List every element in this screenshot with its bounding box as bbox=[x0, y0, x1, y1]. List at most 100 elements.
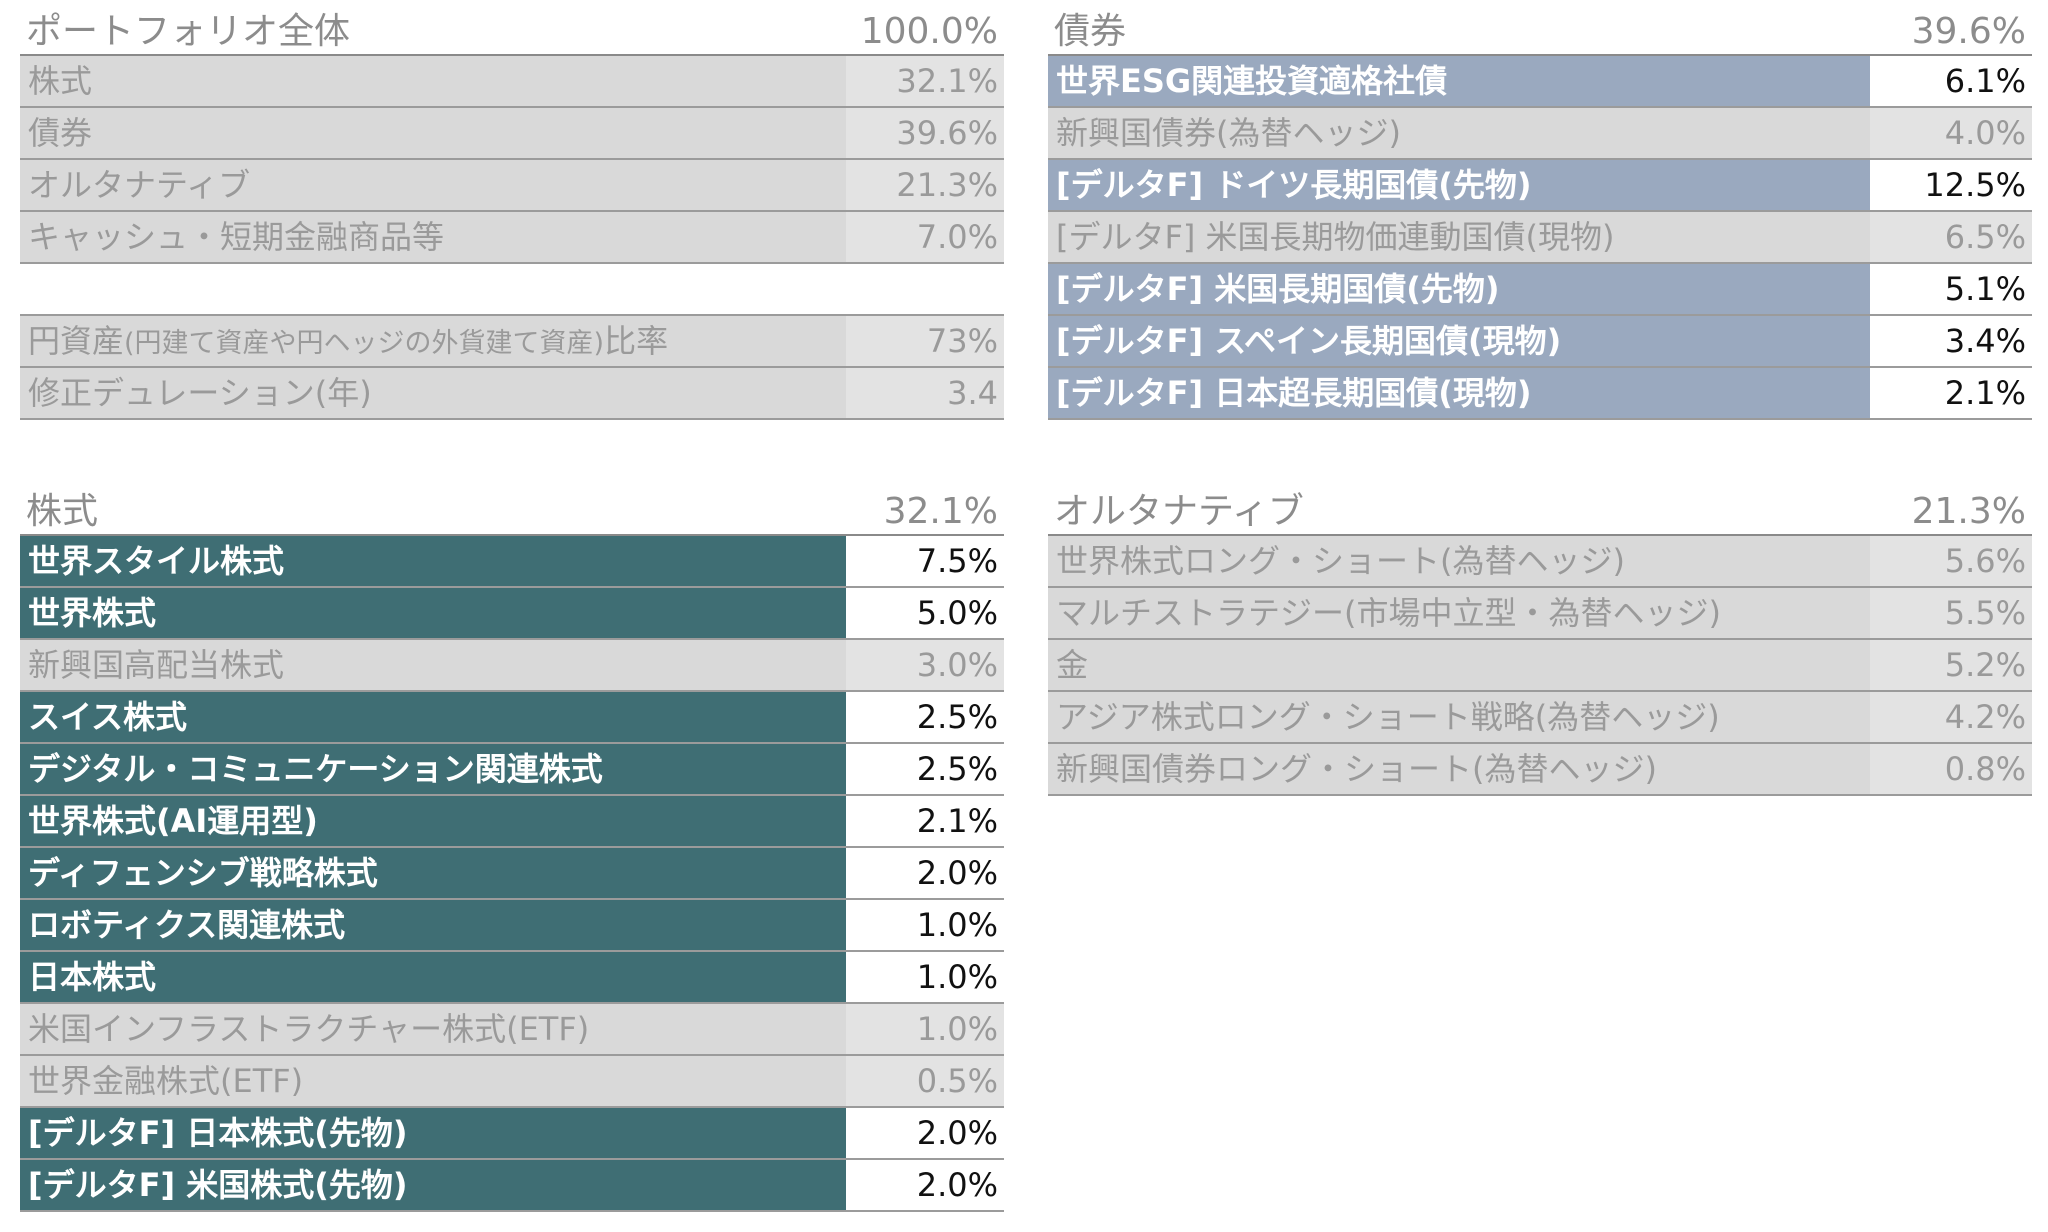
row-value: 6.1% bbox=[1870, 56, 2032, 106]
equities-row: 米国インフラストラクチャー株式(ETF) 1.0% bbox=[20, 1004, 1004, 1056]
portfolio-row: 債券 39.6% bbox=[20, 108, 1004, 160]
row-label: [デルタF] 日本超長期国債(現物) bbox=[1048, 368, 1870, 418]
row-label: ロボティクス関連株式 bbox=[20, 900, 846, 950]
row-value: 2.1% bbox=[846, 796, 1004, 846]
row-label: [デルタF] 米国長期国債(先物) bbox=[1048, 264, 1870, 314]
equities-row: 新興国高配当株式 3.0% bbox=[20, 640, 1004, 692]
row-label: [デルタF] 米国長期物価連動国債(現物) bbox=[1048, 212, 1870, 262]
row-value: 1.0% bbox=[846, 952, 1004, 1002]
equities-row: ロボティクス関連株式 1.0% bbox=[20, 900, 1004, 952]
duration-label: 修正デュレーション(年) bbox=[20, 368, 846, 418]
row-label: キャッシュ・短期金融商品等 bbox=[20, 212, 846, 262]
row-value: 5.1% bbox=[1870, 264, 2032, 314]
row-value: 3.4% bbox=[1870, 316, 2032, 366]
row-value: 5.6% bbox=[1870, 536, 2032, 586]
row-value: 2.0% bbox=[846, 1160, 1004, 1210]
spacer-row bbox=[20, 264, 1004, 316]
yen-ratio-row: 円資産(円建て資産や円ヘッジの外貨建て資産)比率 73% bbox=[20, 316, 1004, 368]
row-value: 21.3% bbox=[846, 160, 1004, 210]
row-value: 2.0% bbox=[846, 1108, 1004, 1158]
alternatives-row: アジア株式ロング・ショート戦略(為替ヘッジ) 4.2% bbox=[1048, 692, 2032, 744]
yen-ratio-label-end: 比率 bbox=[604, 322, 669, 360]
row-label: [デルタF] 米国株式(先物) bbox=[20, 1160, 846, 1210]
row-value: 6.5% bbox=[1870, 212, 2032, 262]
row-label: オルタナティブ bbox=[20, 160, 846, 210]
equities-panel: 株式 32.1% 世界スタイル株式 7.5% 世界株式 5.0% 新興国高配当株式 3.0… bbox=[20, 484, 1004, 1212]
equities-row: スイス株式 2.5% bbox=[20, 692, 1004, 744]
alternatives-row: 新興国債券ロング・ショート(為替ヘッジ) 0.8% bbox=[1048, 744, 2032, 796]
row-value: 12.5% bbox=[1870, 160, 2032, 210]
bonds-title: 債券 bbox=[1054, 11, 1127, 52]
yen-ratio-label-main: 円資産 bbox=[28, 322, 125, 360]
equities-title: 株式 bbox=[26, 491, 99, 532]
portfolio-row: 株式 32.1% bbox=[20, 56, 1004, 108]
equities-row: デジタル・コミュニケーション関連株式 2.5% bbox=[20, 744, 1004, 796]
row-value: 2.5% bbox=[846, 692, 1004, 742]
row-label: ディフェンシブ戦略株式 bbox=[20, 848, 846, 898]
bonds-rows: 世界ESG関連投資適格社債 6.1% 新興国債券(為替ヘッジ) 4.0% [デルタF] … bbox=[1048, 56, 2032, 420]
row-label: 新興国債券(為替ヘッジ) bbox=[1048, 108, 1870, 158]
row-label: 世界ESG関連投資適格社債 bbox=[1048, 56, 1870, 106]
row-label: 金 bbox=[1048, 640, 1870, 690]
row-label: 米国インフラストラクチャー株式(ETF) bbox=[20, 1004, 846, 1054]
row-label: 日本株式 bbox=[20, 952, 846, 1002]
bonds-row: [デルタF] スペイン長期国債(現物) 3.4% bbox=[1048, 316, 2032, 368]
row-label: マルチストラテジー(市場中立型・為替ヘッジ) bbox=[1048, 588, 1870, 638]
row-value: 5.0% bbox=[846, 588, 1004, 638]
bonds-row: [デルタF] 日本超長期国債(現物) 2.1% bbox=[1048, 368, 2032, 420]
row-label: [デルタF] 日本株式(先物) bbox=[20, 1108, 846, 1158]
row-label: 世界株式ロング・ショート(為替ヘッジ) bbox=[1048, 536, 1870, 586]
bonds-row: [デルタF] 米国長期国債(先物) 5.1% bbox=[1048, 264, 2032, 316]
bonds-panel: 債券 39.6% 世界ESG関連投資適格社債 6.1% 新興国債券(為替ヘッジ) 4.… bbox=[1048, 4, 2032, 420]
equities-row: 日本株式 1.0% bbox=[20, 952, 1004, 1004]
equities-rows: 世界スタイル株式 7.5% 世界株式 5.0% 新興国高配当株式 3.0% スイス株式 2.5… bbox=[20, 536, 1004, 1212]
row-label: [デルタF] スペイン長期国債(現物) bbox=[1048, 316, 1870, 366]
row-label: 新興国高配当株式 bbox=[20, 640, 846, 690]
row-value: 32.1% bbox=[846, 56, 1004, 106]
portfolio-row: キャッシュ・短期金融商品等 7.0% bbox=[20, 212, 1004, 264]
row-label: 債券 bbox=[20, 108, 846, 158]
bonds-row: [デルタF] ドイツ長期国債(先物) 12.5% bbox=[1048, 160, 2032, 212]
row-value: 1.0% bbox=[846, 900, 1004, 950]
row-value: 0.8% bbox=[1870, 744, 2032, 794]
row-label: スイス株式 bbox=[20, 692, 846, 742]
yen-ratio-label-sub: (円建て資産や円ヘッジの外貨建て資産) bbox=[124, 328, 605, 359]
row-label: 株式 bbox=[20, 56, 846, 106]
row-value: 1.0% bbox=[846, 1004, 1004, 1054]
alternatives-rows: 世界株式ロング・ショート(為替ヘッジ) 5.6% マルチストラテジー(市場中立型・為… bbox=[1048, 536, 2032, 796]
equities-row: ディフェンシブ戦略株式 2.0% bbox=[20, 848, 1004, 900]
alternatives-row: 金 5.2% bbox=[1048, 640, 2032, 692]
row-label: 世界金融株式(ETF) bbox=[20, 1056, 846, 1106]
portfolio-title: ポートフォリオ全体 bbox=[26, 11, 351, 52]
row-value: 3.0% bbox=[846, 640, 1004, 690]
alternatives-panel: オルタナティブ 21.3% 世界株式ロング・ショート(為替ヘッジ) 5.6% マルチ… bbox=[1048, 484, 2032, 796]
row-value: 4.0% bbox=[1870, 108, 2032, 158]
portfolio-panel: ポートフォリオ全体 100.0% 株式 32.1% 債券 39.6% オルタナテ… bbox=[20, 4, 1004, 420]
row-value: 7.0% bbox=[846, 212, 1004, 262]
duration-row: 修正デュレーション(年) 3.4 bbox=[20, 368, 1004, 420]
row-value: 0.5% bbox=[846, 1056, 1004, 1106]
bonds-row: 世界ESG関連投資適格社債 6.1% bbox=[1048, 56, 2032, 108]
row-label: デジタル・コミュニケーション関連株式 bbox=[20, 744, 846, 794]
bonds-header: 債券 39.6% bbox=[1048, 4, 2032, 56]
row-value: 5.2% bbox=[1870, 640, 2032, 690]
row-value: 2.0% bbox=[846, 848, 1004, 898]
row-label: [デルタF] ドイツ長期国債(先物) bbox=[1048, 160, 1870, 210]
alternatives-total: 21.3% bbox=[1911, 491, 2026, 532]
equities-row: [デルタF] 日本株式(先物) 2.0% bbox=[20, 1108, 1004, 1160]
row-value: 7.5% bbox=[846, 536, 1004, 586]
row-value: 5.5% bbox=[1870, 588, 2032, 638]
alternatives-row: 世界株式ロング・ショート(為替ヘッジ) 5.6% bbox=[1048, 536, 2032, 588]
row-label: 新興国債券ロング・ショート(為替ヘッジ) bbox=[1048, 744, 1870, 794]
equities-row: 世界株式 5.0% bbox=[20, 588, 1004, 640]
equities-row: [デルタF] 米国株式(先物) 2.0% bbox=[20, 1160, 1004, 1212]
equities-row: 世界スタイル株式 7.5% bbox=[20, 536, 1004, 588]
alternatives-title: オルタナティブ bbox=[1054, 491, 1304, 532]
portfolio-total: 100.0% bbox=[860, 11, 998, 52]
row-label: 世界株式(AI運用型) bbox=[20, 796, 846, 846]
equities-header: 株式 32.1% bbox=[20, 484, 1004, 536]
row-value: 2.5% bbox=[846, 744, 1004, 794]
portfolio-row: オルタナティブ 21.3% bbox=[20, 160, 1004, 212]
equities-row: 世界金融株式(ETF) 0.5% bbox=[20, 1056, 1004, 1108]
bonds-row: 新興国債券(為替ヘッジ) 4.0% bbox=[1048, 108, 2032, 160]
